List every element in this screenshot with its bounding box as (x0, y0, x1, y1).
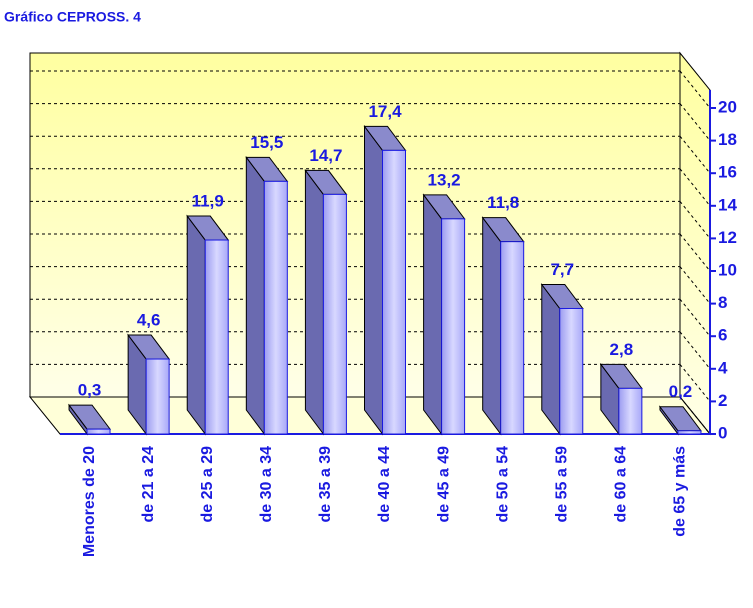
y-tick-label: 14 (718, 195, 737, 214)
y-tick-label: 2 (718, 391, 727, 410)
y-tick-label: 18 (718, 130, 737, 149)
x-tick-label: de 40 a 44 (376, 446, 393, 523)
bar-front (441, 218, 466, 435)
bar (422, 193, 466, 436)
value-label: 14,7 (309, 146, 342, 165)
bar-front (500, 241, 525, 435)
y-tick-label: 20 (718, 97, 737, 116)
grid-line (679, 233, 711, 272)
bar-side (541, 282, 561, 436)
x-tick-label: de 55 a 59 (553, 446, 570, 523)
value-label: 13,2 (428, 170, 461, 189)
x-tick-label: de 65 y más (672, 446, 689, 537)
bar-front (322, 193, 347, 435)
bar (481, 216, 525, 436)
value-label: 17,4 (368, 102, 402, 121)
x-tick-label: Menores de 20 (81, 446, 98, 557)
y-tick-label: 10 (718, 260, 737, 279)
value-label: 4,6 (137, 311, 161, 330)
value-label: 7,7 (550, 260, 574, 279)
bar (304, 168, 348, 436)
grid-line (679, 135, 711, 174)
bar (127, 333, 171, 436)
x-tick-label: de 30 a 34 (258, 446, 275, 523)
bar-front (382, 149, 406, 435)
bar-side (364, 124, 383, 436)
bar (245, 155, 289, 436)
x-tick-label: de 60 a 64 (613, 446, 630, 523)
bar (363, 124, 407, 436)
bar-front (86, 428, 111, 435)
bar-front (145, 358, 170, 435)
x-tick-label: de 50 a 54 (494, 446, 511, 523)
bar-side (482, 216, 502, 436)
grid-line (679, 266, 711, 304)
bar (540, 282, 584, 436)
value-label: 15,5 (250, 133, 283, 152)
chart-title: Gráfico CEPROSS. 4 (4, 9, 141, 25)
grid-line (679, 364, 711, 402)
grid-line (679, 103, 711, 141)
value-label: 2,8 (610, 340, 634, 359)
side-wall (679, 51, 711, 436)
grid-line (679, 396, 711, 435)
bar-side (304, 168, 324, 436)
bar-front (559, 307, 584, 435)
bar-side (245, 155, 265, 436)
x-tick-label: de 35 a 39 (317, 446, 334, 523)
y-tick-label: 12 (718, 228, 737, 247)
bar-front (204, 239, 229, 435)
x-tick-label: de 45 a 49 (435, 446, 452, 523)
bar-side (186, 214, 206, 436)
bar-side (423, 193, 443, 436)
grid-line (679, 331, 711, 370)
y-tick-label: 8 (718, 293, 727, 312)
x-tick-label: de 21 a 24 (140, 446, 157, 523)
value-label: 0,3 (78, 381, 102, 400)
value-label: 11,9 (192, 192, 224, 211)
bar (186, 214, 230, 436)
bar-front (618, 387, 643, 435)
value-label: 11,8 (487, 193, 519, 212)
grid-line (679, 298, 711, 337)
y-tick-label: 0 (718, 423, 727, 442)
y-tick-label: 16 (718, 163, 737, 182)
value-label: 0,2 (669, 382, 693, 401)
bar (658, 405, 702, 436)
y-tick-label: 6 (718, 326, 727, 345)
x-tick-label: de 25 a 29 (199, 446, 216, 523)
grid-line (679, 168, 711, 207)
bar (599, 362, 643, 436)
y-tick-label: 4 (718, 358, 728, 377)
bar-front (263, 180, 288, 435)
bar (68, 403, 112, 436)
bar-front (677, 430, 702, 435)
grid-line (679, 201, 711, 239)
grid-line (679, 70, 711, 109)
